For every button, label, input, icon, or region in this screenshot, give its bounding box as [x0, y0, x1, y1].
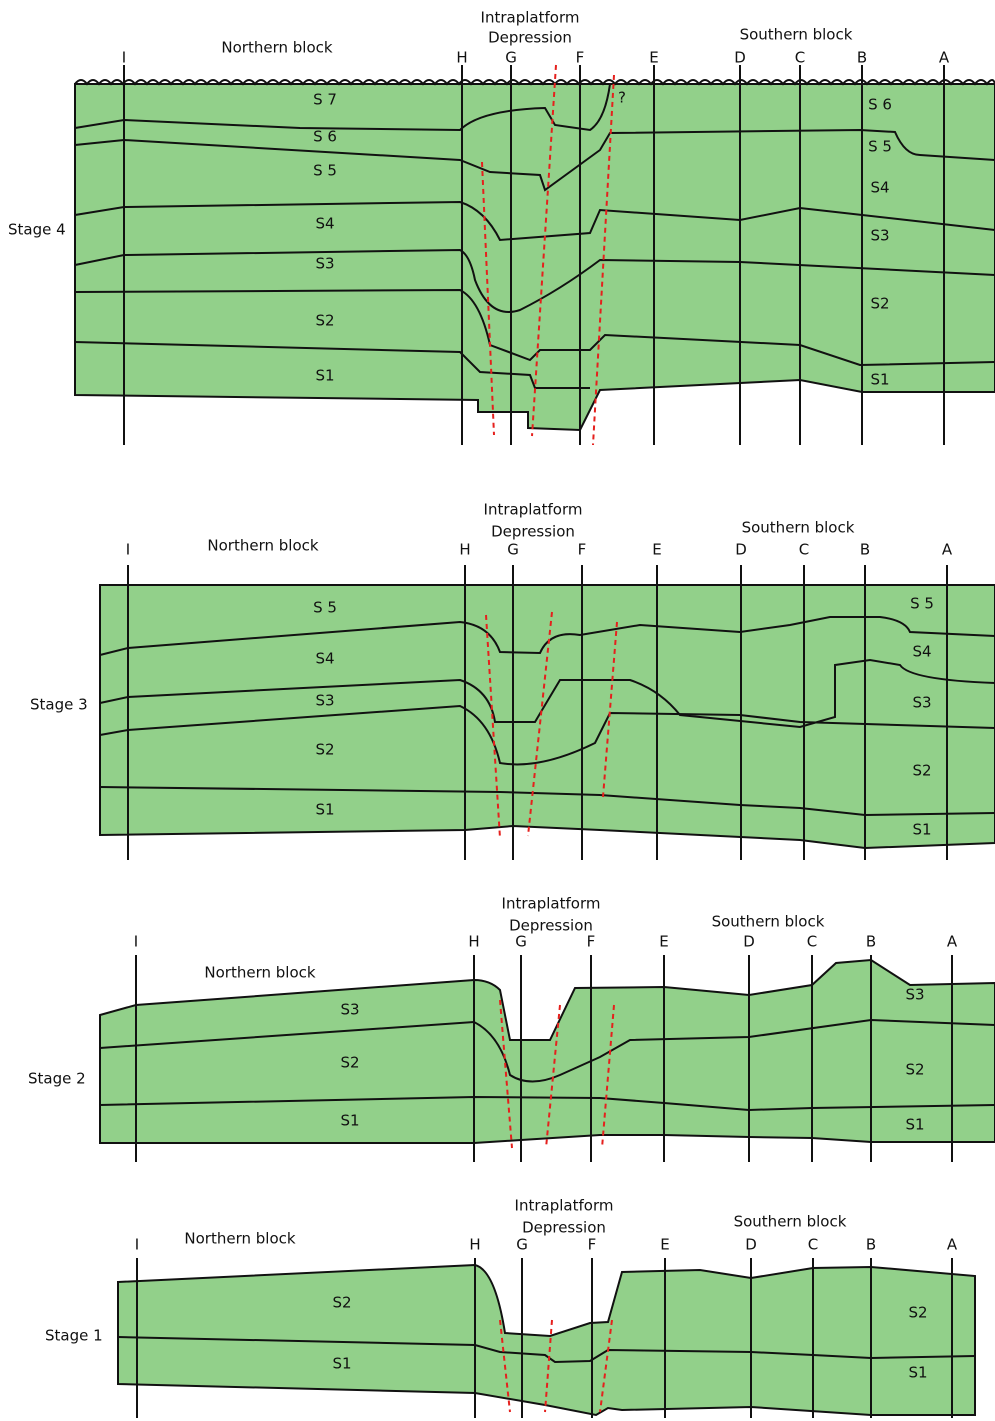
layer-label: S1: [908, 1364, 927, 1382]
well-label: H: [468, 933, 479, 951]
layer-label: S 5: [868, 138, 892, 156]
layer-label: S 5: [910, 595, 934, 613]
well-label: F: [578, 541, 587, 559]
layer-label: S 5: [313, 162, 337, 180]
stage-label: Stage 2: [28, 1070, 86, 1088]
well-label: B: [857, 49, 867, 67]
block-label: Northern block: [204, 964, 315, 982]
well-label: E: [649, 49, 658, 67]
well-label: D: [743, 933, 755, 951]
well-label: E: [660, 1236, 669, 1254]
well-label: B: [866, 1236, 876, 1254]
well-label: F: [576, 49, 585, 67]
layer-label: S 7: [313, 91, 337, 109]
layer-label: S4: [870, 179, 889, 197]
well-label: G: [507, 541, 519, 559]
layer-label: S2: [332, 1294, 351, 1312]
layer-label: S3: [315, 692, 334, 710]
layer-label: S1: [315, 367, 334, 385]
layer-label: S4: [315, 215, 334, 233]
depression-label: Depression: [522, 1219, 606, 1237]
layer-label: S4: [315, 650, 334, 668]
depression-label: Intraplatform: [502, 895, 601, 913]
layer-label: S 6: [313, 128, 337, 146]
block-label: Northern block: [184, 1230, 295, 1248]
well-label: I: [135, 1236, 139, 1254]
section-body: [75, 84, 995, 430]
well-label: I: [122, 49, 126, 67]
well-label: H: [459, 541, 470, 559]
layer-label: S2: [870, 295, 889, 313]
well-label: C: [799, 541, 809, 559]
block-label: Southern block: [712, 913, 825, 931]
stage-label: Stage 4: [8, 221, 66, 239]
well-label: C: [807, 933, 817, 951]
layer-label: S 6: [868, 96, 892, 114]
well-label: F: [587, 933, 596, 951]
layer-label: S3: [905, 986, 924, 1004]
block-label: Southern block: [740, 26, 853, 44]
layer-label: S 5: [313, 599, 337, 617]
well-label: I: [126, 541, 130, 559]
block-label: Southern block: [734, 1213, 847, 1231]
layer-label: S1: [905, 1116, 924, 1134]
layer-label: S1: [912, 821, 931, 839]
layer-label: S2: [905, 1061, 924, 1079]
well-label: C: [795, 49, 805, 67]
layer-label: S1: [315, 801, 334, 819]
depression-label: Intraplatform: [515, 1197, 614, 1215]
layer-label: S2: [315, 312, 334, 330]
block-label: Southern block: [742, 519, 855, 537]
depression-label: Intraplatform: [481, 9, 580, 27]
well-label: G: [516, 1236, 528, 1254]
well-label: A: [939, 49, 950, 67]
well-label: A: [947, 1236, 958, 1254]
well-label: D: [734, 49, 746, 67]
stage-label: Stage 1: [45, 1327, 103, 1345]
well-label: D: [745, 1236, 757, 1254]
layer-label: S1: [332, 1355, 351, 1373]
well-label: A: [947, 933, 958, 951]
well-label: E: [659, 933, 668, 951]
well-label: H: [469, 1236, 480, 1254]
layer-label: S2: [908, 1304, 927, 1322]
layer-label: S2: [912, 762, 931, 780]
layer-label: S1: [870, 371, 889, 389]
diagram: Stage 4 Northern block Southern block Intra…: [0, 0, 995, 1421]
layer-label: S2: [315, 741, 334, 759]
layer-label: S2: [340, 1054, 359, 1072]
query-mark: ?: [618, 89, 626, 107]
stage-label: Stage 3: [30, 696, 88, 714]
depression-label: Depression: [491, 523, 575, 541]
section-body: [100, 960, 995, 1143]
layer-label: S1: [340, 1112, 359, 1130]
well-label: G: [505, 49, 517, 67]
layer-label: S3: [912, 694, 931, 712]
layer-label: S3: [315, 255, 334, 273]
well-label: H: [456, 49, 467, 67]
depression-label: Depression: [488, 29, 572, 47]
depression-label: Intraplatform: [484, 501, 583, 519]
block-label: Northern block: [207, 537, 318, 555]
well-label: F: [588, 1236, 597, 1254]
well-label: C: [808, 1236, 818, 1254]
layer-label: S3: [870, 227, 889, 245]
layer-label: S4: [912, 643, 931, 661]
well-label: A: [942, 541, 953, 559]
well-label: G: [515, 933, 527, 951]
layer-label: S3: [340, 1001, 359, 1019]
well-label: E: [652, 541, 661, 559]
section-body: [100, 585, 995, 848]
well-label: B: [866, 933, 876, 951]
well-label: B: [860, 541, 870, 559]
block-label: Northern block: [221, 39, 332, 57]
well-label: I: [134, 933, 138, 951]
well-label: D: [735, 541, 747, 559]
